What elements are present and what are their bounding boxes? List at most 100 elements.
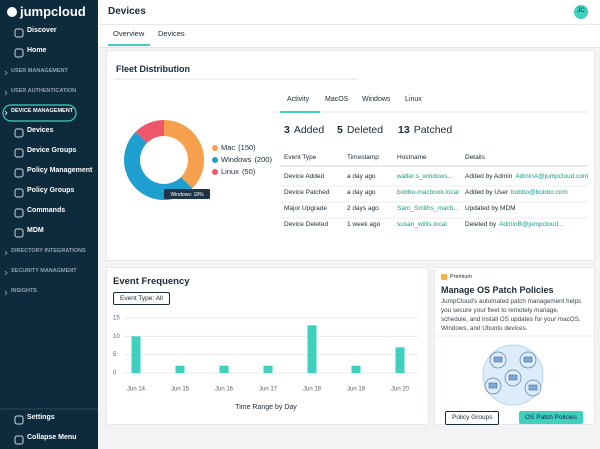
nav-item[interactable]: Collapse Menu (27, 434, 76, 441)
nav-item[interactable]: MDM (27, 227, 44, 234)
legend-name: Mac (221, 143, 235, 152)
x-tick-label: Jun 19 (347, 387, 366, 393)
header-tab[interactable]: Overview (113, 29, 144, 38)
badge: Premium (450, 274, 472, 280)
x-axis-label: Time Range by Day (235, 404, 297, 411)
nav-icon (15, 29, 23, 37)
nav-section[interactable]: SECURITY MANAGMENT (11, 268, 77, 274)
premium-icon (441, 274, 447, 280)
cell: Major Upgrade (284, 205, 327, 212)
detail: Updated by MDM (465, 205, 516, 212)
fleet-tab[interactable]: Windows (362, 96, 390, 103)
nav-item[interactable]: Commands (27, 207, 65, 214)
host-link[interactable]: Sam_Smiths_mach... (397, 205, 459, 212)
x-tick-label: Jun 16 (215, 387, 234, 393)
stat: 5Deleted (337, 124, 383, 136)
nav-item[interactable]: Discover (27, 27, 57, 34)
stat: 13 Patched (398, 124, 452, 136)
nav-section[interactable]: INSIGHTS (11, 288, 37, 294)
avatar-text: JC (574, 8, 588, 14)
fleet-tab[interactable]: Activity (287, 96, 309, 103)
cell: a day ago (347, 189, 376, 196)
nav-chevron (5, 271, 7, 275)
fleet-tab[interactable]: Linux (405, 96, 422, 103)
host-link[interactable]: susan_willis.local (397, 221, 447, 228)
nav-item[interactable]: Device Groups (27, 147, 76, 154)
bar (396, 347, 405, 373)
nav-chevron (5, 111, 7, 115)
card-title: Manage OS Patch Policies (441, 285, 554, 295)
x-tick-label: Jun 14 (127, 387, 146, 393)
legend-entry: Mac(150) (221, 143, 256, 152)
stat-label: Added (294, 124, 324, 136)
nav-icon (15, 49, 23, 57)
body-text: JumpCloud's automated patch management h… (441, 297, 587, 333)
legend-entry: Windows(200) (221, 155, 272, 164)
nav-item[interactable]: Settings (27, 414, 55, 421)
bar (264, 366, 273, 373)
y-tick-label: 15 (113, 316, 120, 322)
x-tick-label: Jun 20 (391, 387, 410, 393)
cell: Deleted byAdminB@jumpcloud... (465, 221, 563, 228)
x-tick-label: Jun 17 (259, 387, 278, 393)
illustration-device (509, 375, 517, 380)
bar (132, 336, 141, 373)
cell: Added by Userbobbo@bobbo.com (465, 189, 568, 196)
stat-count: 3 (284, 124, 290, 136)
nav-item[interactable]: Home (27, 47, 46, 54)
detail: Added by User (465, 189, 508, 196)
nav-item[interactable]: Policy Groups (27, 187, 74, 194)
stat-count: 13 (398, 124, 410, 136)
card-title: Fleet Distribution (116, 64, 190, 74)
nav-icon (15, 169, 23, 177)
nav-icon (15, 416, 23, 424)
table-header: Timestamp (347, 154, 379, 161)
nav-chevron (5, 91, 7, 95)
x-tick-label: Jun 18 (303, 387, 322, 393)
cell: Added by AdminAdminA@jumpcloud.com (465, 173, 588, 180)
nav-chevron (5, 291, 7, 295)
y-tick-label: 10 (113, 334, 120, 340)
button[interactable]: Policy Groups (445, 411, 499, 425)
donut-segment (164, 120, 204, 188)
nav-section[interactable]: DIRECTORY INTEGRATIONS (11, 248, 86, 254)
cell: Updated by MDM (465, 205, 519, 212)
legend-dot (212, 157, 218, 163)
bar (352, 366, 361, 373)
host-link[interactable]: walter.s_windows... (397, 173, 453, 180)
nav-section[interactable]: USER AUTHENTICATION (11, 88, 76, 94)
cell: Device Patched (284, 189, 330, 196)
button[interactable]: OS Patch Policies (519, 411, 583, 424)
logo-icon (7, 7, 17, 17)
legend-value: (50) (242, 167, 256, 176)
illustration-device (494, 357, 502, 362)
legend-name: Linux (221, 167, 239, 176)
legend-name: Windows (221, 155, 252, 164)
nav-item[interactable]: Policy Management (27, 167, 92, 174)
nav-section[interactable]: USER MANAGEMENT (11, 68, 68, 74)
cell: 2 days ago (347, 205, 379, 212)
bar (176, 366, 185, 373)
tab-underline (108, 44, 150, 46)
nav-icon (15, 149, 23, 157)
detail-link[interactable]: AdminB@jumpcloud... (499, 221, 563, 228)
detail-link[interactable]: AdminA@jumpcloud.com (515, 173, 588, 180)
header-tab[interactable]: Devices (158, 29, 185, 38)
host-link[interactable]: bobbo-macbook.local (397, 189, 459, 196)
detail: Deleted by (465, 221, 496, 228)
illustration-device (489, 383, 497, 388)
legend-dot (212, 169, 218, 175)
nav-item[interactable]: Devices (27, 127, 53, 134)
tab-underline (280, 111, 320, 113)
stat-label: Patched (414, 124, 453, 136)
stat-count: 5 (337, 124, 343, 136)
cell: Device Deleted (284, 221, 328, 228)
fleet-tab[interactable]: MacOS (325, 96, 348, 103)
detail-link[interactable]: bobbo@bobbo.com (511, 189, 568, 196)
table-header: Details (465, 154, 485, 161)
nav-section[interactable]: DEVICE MANAGEMENT (11, 108, 73, 114)
page-title: Devices (108, 6, 146, 17)
stat: 3 Added (284, 124, 324, 136)
filter-dropdown[interactable]: Event Type: All (113, 292, 170, 305)
